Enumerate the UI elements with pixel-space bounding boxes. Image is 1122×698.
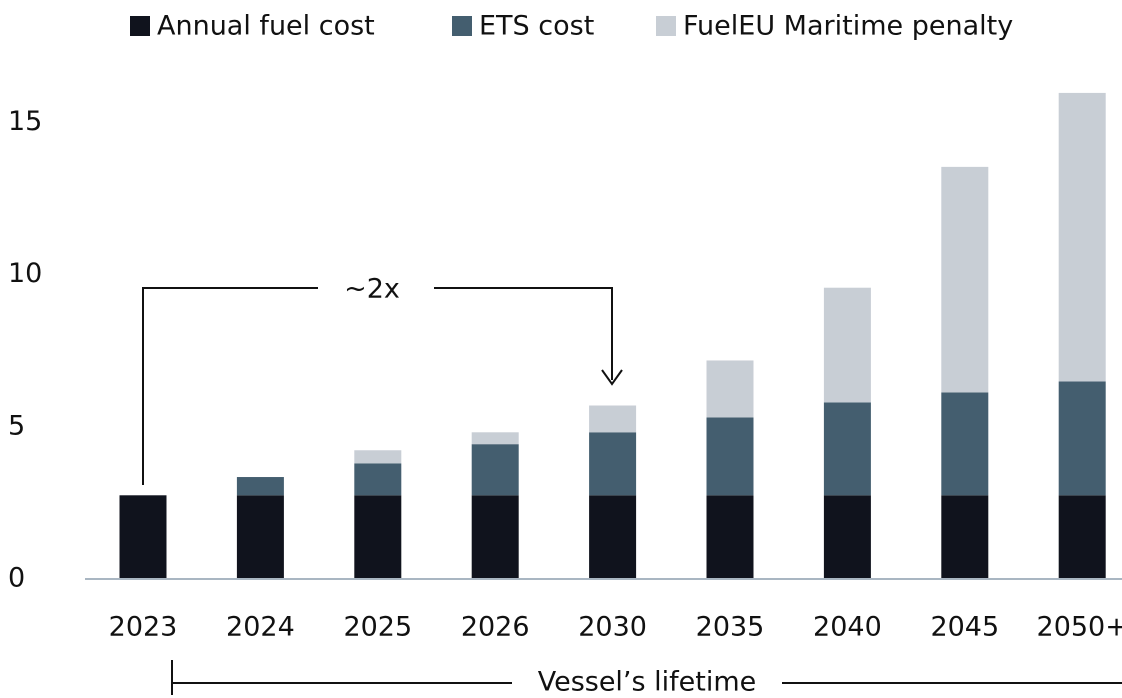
bar-segment	[354, 450, 402, 464]
bar-segment	[1058, 92, 1106, 382]
legend-label: Annual fuel cost	[157, 11, 375, 42]
bar-segment	[1058, 495, 1106, 579]
x-tick-label: 2050+	[1037, 612, 1122, 643]
bar-segment	[941, 495, 989, 579]
legend-swatch	[452, 16, 472, 36]
x-tick-label: 2045	[930, 612, 999, 643]
bar-segment	[589, 405, 637, 433]
legend-label: FuelEU Maritime penalty	[683, 11, 1013, 42]
legend-swatch	[130, 16, 150, 36]
y-tick-label: 5	[8, 410, 25, 441]
annotation: ~2x	[344, 274, 400, 305]
bar-segment	[706, 360, 754, 418]
annotation: Vessel’s lifetime	[538, 667, 757, 698]
bar-segment	[354, 495, 402, 579]
bar-segment	[589, 495, 637, 579]
bracket	[142, 287, 613, 485]
x-tick-label: 2023	[109, 612, 178, 643]
bar-segment	[471, 432, 519, 445]
bar-segment	[236, 495, 284, 579]
bar-segment	[119, 495, 167, 579]
bar-segment	[1058, 381, 1106, 496]
bar-segment	[354, 463, 402, 496]
bar-segment	[471, 444, 519, 496]
x-tick-label: 2030	[578, 612, 647, 643]
x-tick-label: 2025	[343, 612, 412, 643]
bar-segment	[941, 166, 989, 393]
bar-segment	[941, 392, 989, 496]
y-tick-label: 10	[8, 258, 42, 289]
legend-label: ETS cost	[479, 11, 594, 42]
x-tick-label: 2035	[696, 612, 765, 643]
lifetime-line	[171, 660, 1122, 695]
y-tick-label: 15	[8, 106, 42, 137]
bar-segment	[823, 287, 871, 403]
bar-segment	[823, 495, 871, 579]
y-tick-label: 0	[8, 563, 25, 594]
legend-swatch	[656, 16, 676, 36]
bar-segment	[236, 477, 284, 496]
bar-segment	[823, 402, 871, 496]
x-tick-label: 2026	[461, 612, 530, 643]
x-tick-label: 2040	[813, 612, 882, 643]
bar-segment	[706, 417, 754, 496]
bar-segment	[706, 495, 754, 579]
arrow-head	[601, 369, 623, 386]
bar-segment	[471, 495, 519, 579]
bar-segment	[589, 432, 637, 496]
x-tick-label: 2024	[226, 612, 295, 643]
